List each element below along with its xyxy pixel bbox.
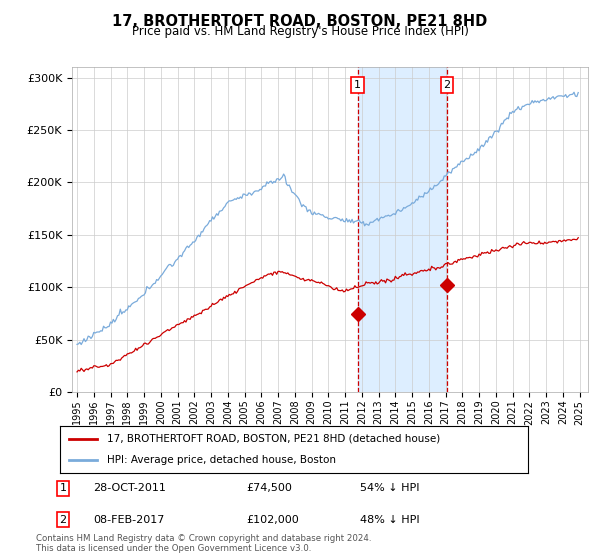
- Text: 2: 2: [59, 515, 67, 525]
- Text: 08-FEB-2017: 08-FEB-2017: [93, 515, 164, 525]
- Text: £74,500: £74,500: [246, 483, 292, 493]
- Text: 28-OCT-2011: 28-OCT-2011: [93, 483, 166, 493]
- Bar: [358, 67, 447, 392]
- Text: 54% ↓ HPI: 54% ↓ HPI: [360, 483, 419, 493]
- Text: HPI: Average price, detached house, Boston: HPI: Average price, detached house, Bost…: [107, 455, 336, 465]
- Text: 17, BROTHERTOFT ROAD, BOSTON, PE21 8HD: 17, BROTHERTOFT ROAD, BOSTON, PE21 8HD: [112, 14, 488, 29]
- Text: 17, BROTHERTOFT ROAD, BOSTON, PE21 8HD (detached house): 17, BROTHERTOFT ROAD, BOSTON, PE21 8HD (…: [107, 434, 440, 444]
- Text: Price paid vs. HM Land Registry's House Price Index (HPI): Price paid vs. HM Land Registry's House …: [131, 25, 469, 38]
- Text: 48% ↓ HPI: 48% ↓ HPI: [360, 515, 419, 525]
- Text: 1: 1: [354, 80, 361, 90]
- Text: Contains HM Land Registry data © Crown copyright and database right 2024.
This d: Contains HM Land Registry data © Crown c…: [36, 534, 371, 553]
- Text: £102,000: £102,000: [246, 515, 299, 525]
- Text: 2: 2: [443, 80, 451, 90]
- Text: 1: 1: [59, 483, 67, 493]
